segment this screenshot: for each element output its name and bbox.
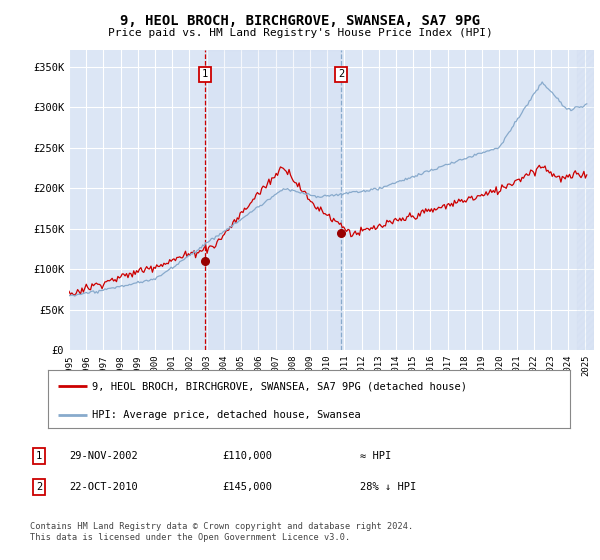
Text: Contains HM Land Registry data © Crown copyright and database right 2024.: Contains HM Land Registry data © Crown c… bbox=[30, 522, 413, 531]
Text: ≈ HPI: ≈ HPI bbox=[360, 451, 391, 461]
Text: 1: 1 bbox=[36, 451, 42, 461]
Text: 1: 1 bbox=[202, 69, 208, 80]
Text: 29-NOV-2002: 29-NOV-2002 bbox=[69, 451, 138, 461]
Bar bbox=[577, 50, 594, 350]
Bar bbox=[205, 50, 341, 350]
Text: Price paid vs. HM Land Registry's House Price Index (HPI): Price paid vs. HM Land Registry's House … bbox=[107, 28, 493, 38]
Text: 2: 2 bbox=[338, 69, 344, 80]
Text: £110,000: £110,000 bbox=[222, 451, 272, 461]
Text: £145,000: £145,000 bbox=[222, 482, 272, 492]
Text: This data is licensed under the Open Government Licence v3.0.: This data is licensed under the Open Gov… bbox=[30, 533, 350, 542]
Text: 9, HEOL BROCH, BIRCHGROVE, SWANSEA, SA7 9PG (detached house): 9, HEOL BROCH, BIRCHGROVE, SWANSEA, SA7 … bbox=[92, 381, 467, 391]
Text: 22-OCT-2010: 22-OCT-2010 bbox=[69, 482, 138, 492]
Text: 9, HEOL BROCH, BIRCHGROVE, SWANSEA, SA7 9PG: 9, HEOL BROCH, BIRCHGROVE, SWANSEA, SA7 … bbox=[120, 14, 480, 28]
Text: HPI: Average price, detached house, Swansea: HPI: Average price, detached house, Swan… bbox=[92, 410, 361, 421]
Text: 2: 2 bbox=[36, 482, 42, 492]
Text: 28% ↓ HPI: 28% ↓ HPI bbox=[360, 482, 416, 492]
